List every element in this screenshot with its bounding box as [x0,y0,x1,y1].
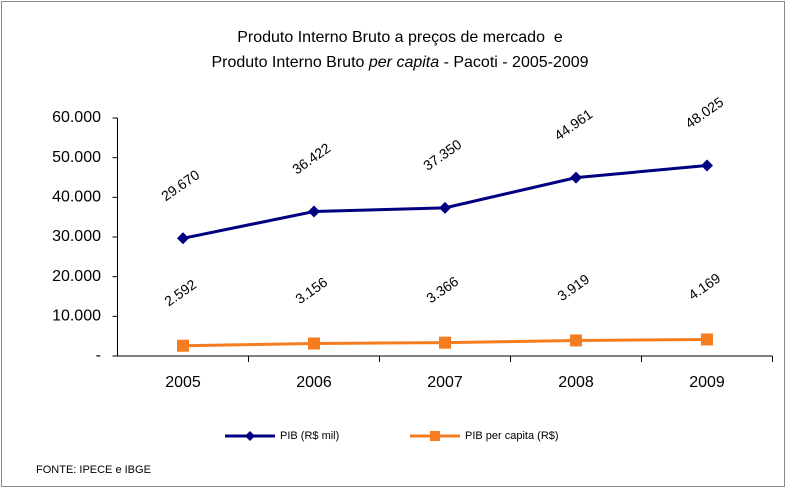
y-tick-label: 30.000 [52,228,101,245]
chart-title: Produto Interno Bruto a preços de mercad… [237,29,563,46]
point [439,201,451,214]
y-tick-label: 20.000 [52,268,101,285]
legend-marker [245,431,255,441]
point [308,205,320,218]
point [701,333,713,346]
point [308,337,320,350]
x-tick-label: 2005 [165,374,201,391]
point [439,336,451,349]
point [570,171,582,184]
y-tick-label: 10.000 [52,308,101,325]
subtitle-part: per capita [368,54,439,71]
source-note: FONTE: IPECE e IBGE [36,464,151,476]
y-tick-label: 60.000 [52,109,101,126]
point [177,339,189,352]
point [701,159,713,172]
point [570,334,582,347]
y-tick-label: 50.000 [52,149,101,166]
x-tick-label: 2009 [689,374,725,391]
subtitle-part: Produto Interno Bruto [211,54,368,71]
chart-subtitle: Produto Interno Bruto per capita - Pacot… [211,54,588,71]
y-tick-label: 40.000 [52,189,101,206]
x-tick-label: 2006 [296,374,332,391]
x-tick-label: 2007 [427,374,463,391]
y-tick-label: - [96,347,101,364]
x-tick-label: 2008 [558,374,594,391]
point [177,232,189,245]
legend-label: PIB per capita (R$) [465,430,559,442]
subtitle-part: - Pacoti - 2005-2009 [439,54,589,71]
legend-marker [430,431,440,441]
legend-label: PIB (R$ mil) [280,430,339,442]
